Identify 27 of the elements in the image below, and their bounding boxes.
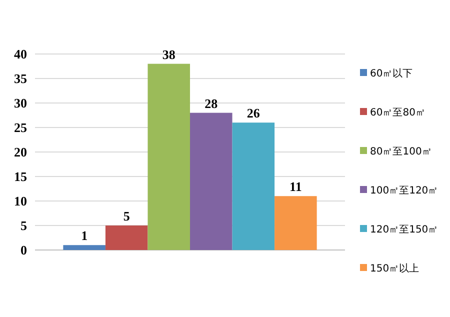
data-label: 26 — [246, 106, 260, 121]
data-label: 1 — [81, 228, 88, 244]
y-tick-label: 40 — [14, 46, 27, 62]
y-tick-label: 20 — [14, 144, 27, 160]
y-tick-label: 15 — [14, 169, 28, 184]
bar — [190, 112, 232, 250]
legend-label: 60㎡至80㎡ — [370, 108, 426, 118]
bar — [274, 196, 317, 250]
bar — [63, 245, 106, 250]
legend-label: 100㎡至120㎡ — [370, 186, 438, 196]
y-tick-label: 35 — [14, 71, 28, 86]
y-tick-label: 25 — [14, 120, 28, 136]
y-tick-label: 5 — [20, 218, 28, 234]
legend-label: 80㎡至100㎡ — [370, 146, 432, 158]
legend-label: 60㎡以下 — [370, 68, 413, 80]
data-label: 38 — [162, 46, 176, 62]
bar — [105, 226, 148, 250]
y-tick-label: 30 — [14, 96, 27, 111]
y-tick-label: 0 — [20, 242, 27, 258]
bar — [148, 64, 190, 250]
y-tick-label: 10 — [14, 194, 27, 209]
data-label: 5 — [123, 208, 130, 224]
data-label: 11 — [290, 179, 302, 194]
legend-label: 120㎡至150㎡ — [370, 224, 438, 236]
legend-label: 150㎡以上 — [370, 262, 420, 274]
bar — [232, 122, 275, 250]
data-label: 28 — [204, 96, 218, 111]
